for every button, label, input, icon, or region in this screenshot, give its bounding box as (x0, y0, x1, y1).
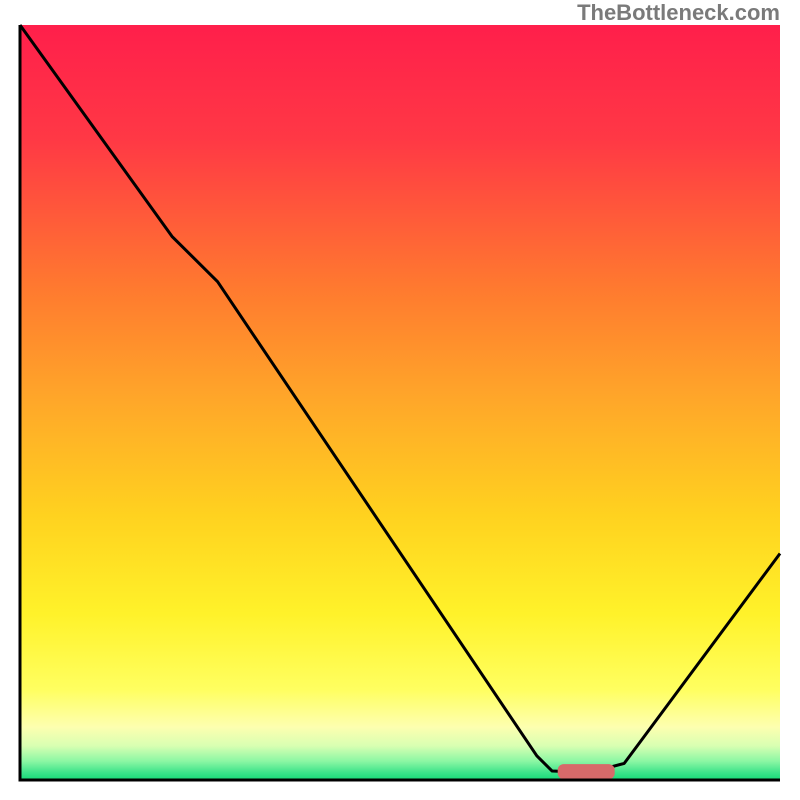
bottleneck-chart (0, 0, 800, 800)
chart-container: TheBottleneck.com (0, 0, 800, 800)
watermark-text: TheBottleneck.com (577, 0, 780, 26)
optimal-marker (558, 764, 615, 779)
gradient-background (20, 25, 780, 780)
